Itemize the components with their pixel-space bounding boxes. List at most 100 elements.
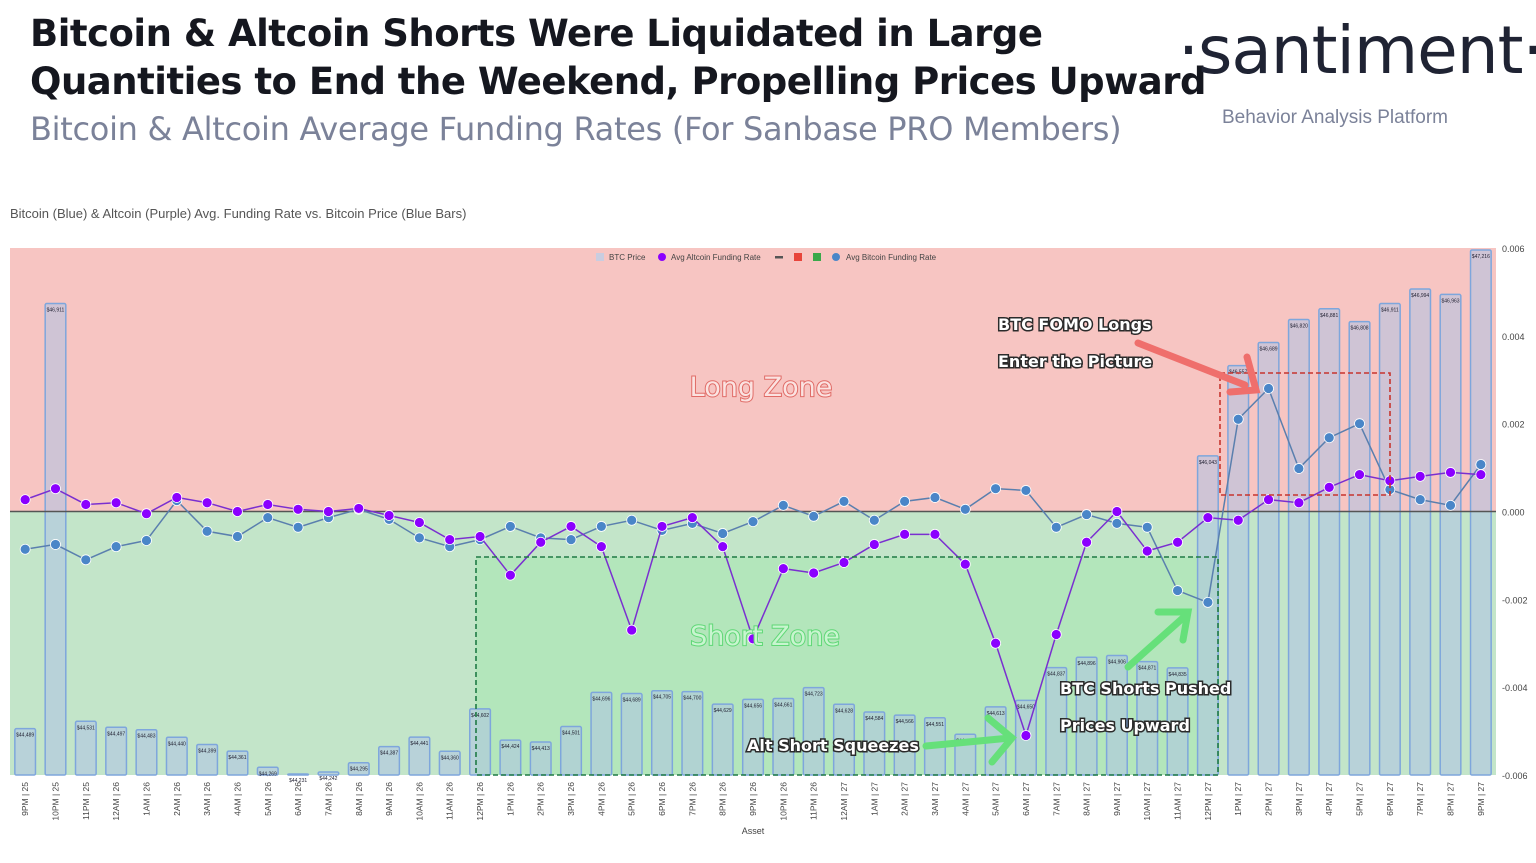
price-bar-label: $44,661 xyxy=(774,702,792,708)
price-bar-label: $44,361 xyxy=(228,755,246,761)
avg-altcoin-funding-rate-point xyxy=(565,521,577,532)
avg-bitcoin-funding-rate-point xyxy=(1445,499,1456,511)
page-title: Bitcoin & Altcoin Shorts Were Liquidated… xyxy=(30,10,1206,106)
x-tick-label: 1PM | 26 xyxy=(505,782,515,816)
x-tick-label: 4PM | 26 xyxy=(596,782,606,816)
x-tick-label: 2PM | 27 xyxy=(1264,782,1274,816)
x-tick-label: 9PM | 27 xyxy=(1476,782,1486,816)
alt-squeeze-arrow-head xyxy=(984,714,1017,766)
avg-bitcoin-funding-rate-point xyxy=(1293,463,1305,474)
avg-altcoin-funding-rate-point xyxy=(535,536,547,548)
price-bar-label: $44,602 xyxy=(471,713,489,719)
avg-altcoin-funding-rate-point xyxy=(808,567,820,579)
btc-shorts-arrow-head xyxy=(1154,608,1193,644)
y-tick-label: -0.002 xyxy=(1502,595,1528,605)
price-bar-label: $46,994 xyxy=(1411,293,1429,299)
price-bar xyxy=(650,689,674,776)
x-tick-label: 2AM | 26 xyxy=(172,782,182,816)
avg-bitcoin-funding-rate-point xyxy=(1202,597,1214,608)
avg-bitcoin-funding-rate-point xyxy=(990,483,1002,495)
avg-altcoin-funding-rate-point xyxy=(1323,481,1335,493)
avg-bitcoin-funding-rate-point xyxy=(110,541,122,553)
price-bar-label: $44,629 xyxy=(714,708,732,714)
x-tick-label: 6PM | 26 xyxy=(657,782,667,816)
avg-altcoin-funding-rate-point xyxy=(1445,467,1456,478)
x-tick-label: 2PM | 26 xyxy=(536,782,546,816)
avg-bitcoin-funding-rate-point xyxy=(899,495,911,507)
avg-altcoin-funding-rate-point xyxy=(1050,629,1062,640)
price-bar xyxy=(832,703,856,776)
avg-bitcoin-funding-rate-point xyxy=(232,531,243,542)
price-bar-label: $46,808 xyxy=(1350,326,1368,332)
x-tick-label: 9AM | 27 xyxy=(1112,782,1122,816)
shorts-annotation-line-2: Prices Upward xyxy=(1060,716,1190,735)
avg-altcoin-funding-rate-point xyxy=(899,528,911,540)
price-bar xyxy=(105,726,128,776)
y-tick-label: 0.002 xyxy=(1502,420,1525,430)
x-tick-label: 4AM | 26 xyxy=(232,782,242,816)
price-bar xyxy=(317,771,340,776)
price-bar-label: $44,441 xyxy=(410,741,428,747)
avg-altcoin-funding-rate-point xyxy=(1111,506,1123,517)
avg-bitcoin-funding-rate-point xyxy=(1141,521,1153,533)
avg-bitcoin-funding-rate-point xyxy=(929,492,941,503)
avg-bitcoin-funding-rate-point xyxy=(565,534,577,546)
y-tick-label: 0.004 xyxy=(1502,332,1525,342)
logo-tagline: Behavior Analysis Platform xyxy=(1222,107,1448,128)
price-bar xyxy=(802,686,825,776)
avg-bitcoin-funding-rate-point xyxy=(1111,517,1123,529)
fomo-box xyxy=(1219,372,1391,496)
price-bar xyxy=(1378,302,1401,776)
price-bar-label: $44,424 xyxy=(501,744,519,750)
x-tick-label: 3AM | 26 xyxy=(202,782,212,816)
avg-altcoin-funding-rate-point xyxy=(50,483,61,495)
avg-altcoin-funding-rate-point xyxy=(1263,494,1274,506)
avg-bitcoin-funding-rate-point xyxy=(1414,494,1426,506)
avg-altcoin-funding-rate-point xyxy=(1081,536,1092,548)
avg-altcoin-funding-rate-point xyxy=(959,558,971,570)
x-tick-label: 5PM | 27 xyxy=(1355,782,1365,816)
price-bar-label: $44,700 xyxy=(683,696,701,702)
x-tick-label: 9AM | 26 xyxy=(384,782,394,816)
x-tick-label: 7AM | 26 xyxy=(323,782,333,816)
price-bar-label: $46,881 xyxy=(1320,313,1338,319)
price-bar-label: $44,360 xyxy=(441,755,459,761)
x-tick-label: 10PM | 25 xyxy=(50,782,60,821)
avg-altcoin-funding-rate-point xyxy=(110,497,122,509)
price-bar xyxy=(1409,288,1432,776)
price-bar-label: $44,242 xyxy=(319,776,337,782)
alt-squeeze-annotation: Alt Short Squeezes xyxy=(747,736,919,755)
avg-altcoin-funding-rate-point xyxy=(1141,545,1153,557)
price-bar-label: $44,723 xyxy=(805,692,823,698)
avg-bitcoin-funding-rate-point xyxy=(747,516,759,528)
x-tick-label: 7AM | 27 xyxy=(1051,782,1061,816)
price-bar xyxy=(711,703,734,776)
shorts-annotation-line-1: BTC Shorts Pushed xyxy=(1060,679,1231,698)
y-tick-label: -0.004 xyxy=(1502,683,1528,693)
avg-altcoin-funding-rate-point xyxy=(353,503,365,514)
long-zone-label: Long Zone xyxy=(690,372,833,403)
price-bar xyxy=(620,692,643,776)
x-tick-label: 3PM | 26 xyxy=(566,782,576,816)
price-bar-label: $44,387 xyxy=(380,751,398,757)
x-tick-label: 11PM | 26 xyxy=(809,782,819,820)
x-tick-label: 11AM | 27 xyxy=(1173,782,1183,820)
santiment-logo: ·santiment· xyxy=(1178,12,1536,89)
price-bar xyxy=(378,745,401,776)
legend-altcoin-swatch xyxy=(658,253,666,261)
price-bar-label: $44,696 xyxy=(592,696,610,702)
x-tick-label: 4PM | 27 xyxy=(1324,782,1334,816)
x-tick-label: 9PM | 25 xyxy=(20,782,30,816)
price-bar-label: $44,871 xyxy=(1138,666,1156,672)
price-bar-label: $44,483 xyxy=(137,734,155,740)
price-bar xyxy=(559,725,583,776)
price-bar xyxy=(438,750,461,776)
avg-altcoin-funding-rate-point xyxy=(171,492,183,503)
avg-altcoin-funding-rate-point xyxy=(777,563,789,574)
x-tick-label: 8PM | 27 xyxy=(1446,782,1456,816)
price-bar xyxy=(14,727,37,776)
avg-altcoin-funding-rate-point xyxy=(1293,497,1305,509)
price-bar xyxy=(1105,654,1128,776)
x-tick-label: 11AM | 26 xyxy=(445,782,455,820)
